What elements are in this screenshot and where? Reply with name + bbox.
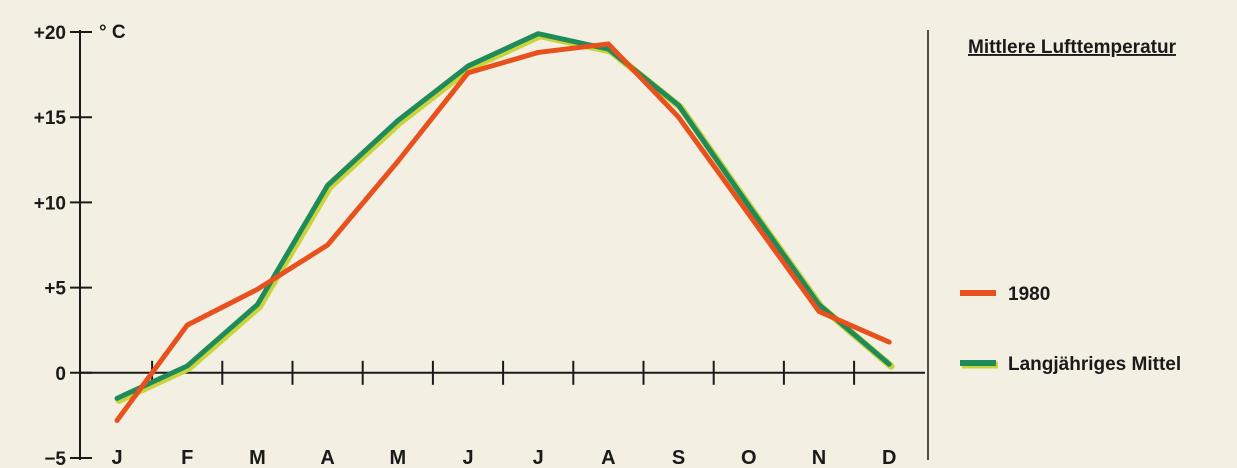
x-tick-label: O [741,447,757,468]
data-point [466,71,470,75]
data-point [255,287,259,291]
data-point [536,32,540,36]
data-point [747,212,751,216]
y-tick-label: +15 [34,108,67,129]
data-point [115,419,119,423]
x-tick-label: M [389,447,406,468]
chart-axes: +20 +15 +10 +5 0 −5 J F M A M J J A S O N D [34,23,929,468]
x-tick-label: D [882,447,896,468]
data-point [536,50,540,54]
series-line-edge [115,32,895,404]
data-point [326,183,330,187]
legend: 1980 Langjähriges Mittel [960,284,1181,375]
y-tick-label: +20 [34,23,66,44]
series-line [114,31,892,401]
y-tick-label: +5 [44,279,66,300]
data-point [677,103,681,107]
data-point [396,119,400,123]
data-point [326,243,330,247]
data-point [887,340,891,344]
legend-label: 1980 [1008,284,1050,305]
x-tick-label: J [462,447,473,468]
data-point [396,160,400,164]
series-layer [114,31,895,424]
legend-label: Langjähriges Mittel [1008,354,1181,375]
y-tick-label: +10 [34,193,66,214]
x-tick-label: S [672,447,685,468]
x-tick-label: A [601,447,615,468]
series-line [114,41,892,424]
data-point [747,204,751,208]
data-point [255,303,259,307]
chart-title: Mittlere Lufttemperatur [968,37,1177,58]
x-tick-label: M [249,447,266,468]
data-point [817,309,821,313]
x-tick-label: F [181,447,193,468]
data-point [606,42,610,46]
data-point [817,303,821,307]
x-tick-label: J [111,447,122,468]
data-point [185,323,189,327]
x-tick-label: A [320,447,334,468]
data-point [115,396,119,400]
x-tick-label: N [812,447,826,468]
y-axis-unit-label: ° C [99,22,126,43]
data-point [185,364,189,368]
y-tick-label: 0 [55,364,66,385]
data-point [677,115,681,119]
x-tick-label: J [533,447,544,468]
data-point [466,64,470,68]
data-point [887,362,891,366]
y-tick-label: −5 [44,449,66,468]
